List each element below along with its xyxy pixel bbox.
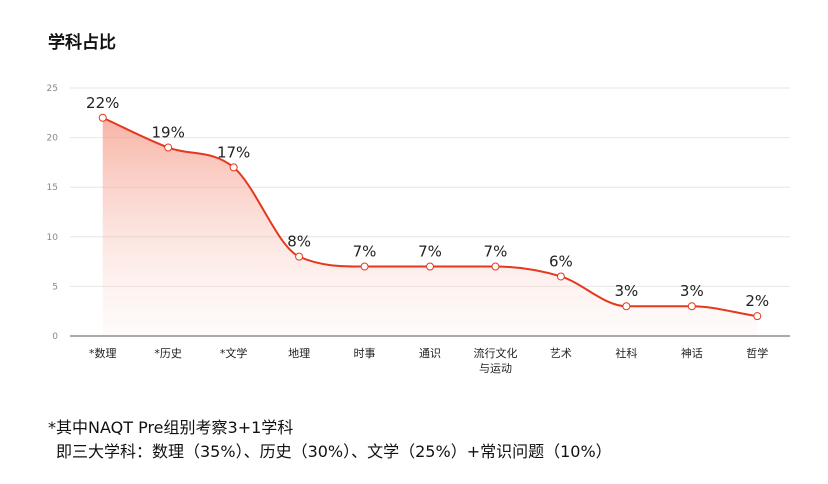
data-point (229, 163, 238, 172)
data-point (491, 262, 500, 271)
area-path (102, 117, 758, 336)
data-label: 7% (353, 243, 377, 261)
data-label: 22% (86, 94, 119, 112)
data-point (556, 272, 565, 281)
y-tick-label: 10 (47, 233, 59, 243)
chart-title: 学科占比 (48, 33, 116, 53)
x-tick-label: 神话 (681, 346, 703, 360)
data-points (98, 113, 762, 321)
data-label: 2% (745, 292, 769, 310)
y-axis: 0 5 10 15 20 25 (47, 84, 59, 342)
x-tick-label: 社科 (615, 346, 637, 360)
data-point (687, 302, 696, 311)
data-label: 19% (152, 124, 185, 142)
y-tick-label: 20 (47, 134, 59, 144)
x-tick-label: *数理 (89, 347, 117, 360)
y-tick-label: 25 (47, 84, 58, 94)
x-tick-label: *历史 (154, 347, 182, 360)
footnote: *其中NAQT Pre组别考察3+1学科 即三大学科：数理（35%）、历史（30… (48, 416, 612, 464)
footnote-line-1: *其中NAQT Pre组别考察3+1学科 (48, 418, 294, 437)
data-point (164, 143, 173, 152)
y-tick-label: 5 (52, 282, 58, 292)
data-point (622, 302, 631, 311)
data-label: 3% (680, 282, 704, 300)
x-tick-label: 地理 (288, 347, 310, 360)
data-labels: 22% 19% 17% 8% 7% 7% 7% 6% 3% 3% 2% (86, 94, 769, 310)
data-point (426, 262, 434, 271)
area-chart: 0 5 10 15 20 25 22% 19% 17% 8% 7% 7% 7% 6% 3% 3% 2% *数理… (47, 84, 790, 375)
x-tick-label: 时事 (354, 347, 376, 360)
x-tick-label: *文学 (220, 346, 248, 360)
area-fill (102, 117, 758, 336)
data-point (753, 312, 762, 321)
footnote-line-2: 即三大学科：数理（35%）、历史（30%）、文学（25%）+常识问题（10%） (56, 442, 612, 461)
data-label: 8% (287, 233, 311, 251)
data-label: 17% (217, 143, 250, 161)
y-tick-label: 0 (52, 332, 58, 342)
data-point (360, 262, 369, 271)
data-label: 7% (418, 243, 442, 261)
x-tick-label: 流行文化 (473, 346, 517, 360)
x-tick-label: 与运动 (479, 362, 512, 375)
data-label: 7% (484, 243, 508, 261)
data-point (98, 113, 107, 122)
x-tick-label: 哲学 (746, 346, 768, 360)
x-tick-label: 通识 (419, 347, 441, 360)
y-tick-label: 15 (47, 183, 58, 193)
data-label: 3% (614, 282, 638, 300)
data-label: 6% (549, 252, 573, 270)
x-tick-label: 艺术 (550, 347, 572, 360)
data-point (295, 252, 304, 261)
